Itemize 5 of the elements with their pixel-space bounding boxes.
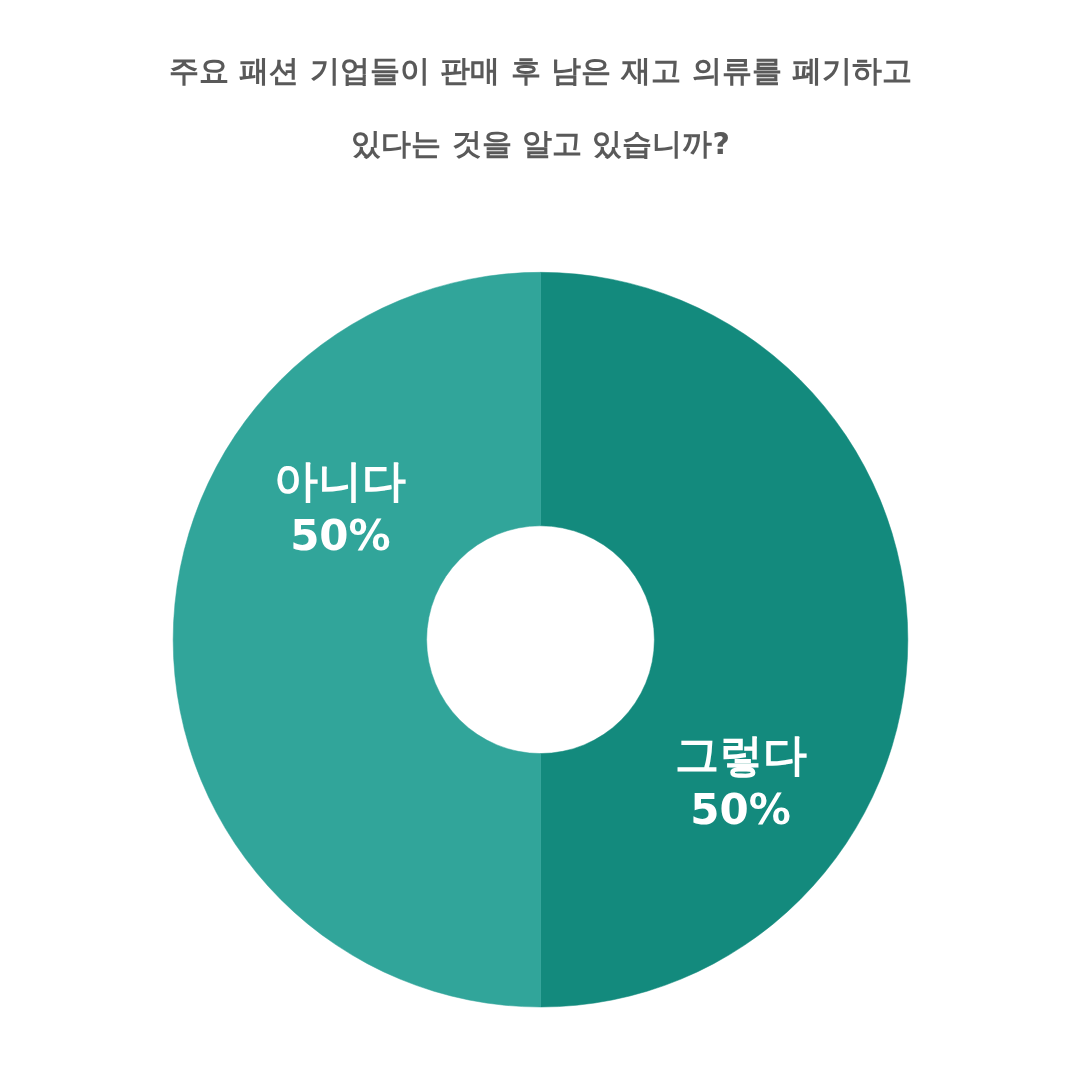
data-label: 50% bbox=[690, 785, 791, 835]
slice-label: 아니다 bbox=[274, 455, 407, 507]
chart-title: 주요 패션 기업들이 판매 후 남은 재고 의류를 폐기하고 있다는 것을 알고 있습니까? bbox=[168, 52, 913, 162]
data-label: 50% bbox=[290, 511, 391, 561]
slice-label: 그렇다 bbox=[674, 729, 807, 781]
